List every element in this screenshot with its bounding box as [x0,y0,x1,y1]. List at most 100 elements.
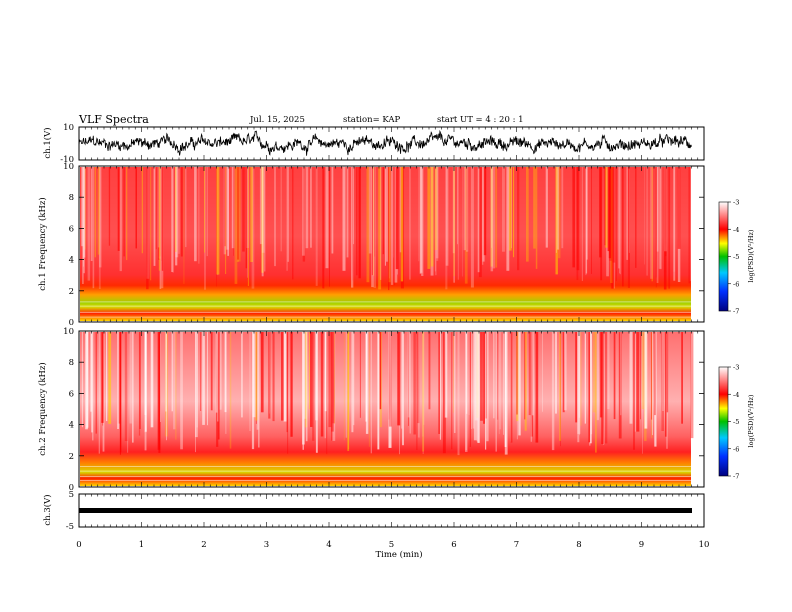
spectrogram-stripe [615,167,617,282]
spectrogram-stripe [586,167,588,260]
spectrogram-stripe [175,332,177,440]
spec-ytick-label: 8 [69,358,74,368]
spectrogram-stripe [665,332,667,437]
ch2-spec-ylabel: ch.2 Frequency (kHz) [37,362,48,455]
spectrogram-stripe [231,167,235,249]
spectrogram-stripe [633,332,635,450]
spectrogram-stripe [611,167,614,289]
spectrogram-stripe [124,332,128,441]
spectrogram-stripe [575,332,578,423]
spectrogram-stripe [216,332,219,447]
spectrogram-stripe [322,167,324,289]
spectrogram-stripe [473,332,477,441]
colorbar-ch1-label: log(PSD)(V²/Hz) [747,229,755,282]
spectrogram-stripe [217,332,220,440]
spectrogram-stripe [117,167,120,251]
spectrogram-stripe [490,167,493,267]
spectrogram-stripe [393,167,395,286]
spectrogram-stripe [513,167,515,258]
spectrogram-stripe [175,167,177,252]
spectrogram-line [80,316,691,318]
spectrogram-stripe [635,167,637,268]
spectrogram-stripe [681,332,683,424]
spectrogram-stripe [175,167,178,266]
spectrogram-line [80,305,691,307]
spec-ytick-label: 2 [69,452,74,462]
spectrogram-stripe [535,332,539,443]
spectrogram-stripe [407,332,410,418]
spectrogram-stripe [650,167,653,279]
colorbar-tick-label: -4 [733,226,739,234]
ch2-spectrogram-panel: 0 2 4 6 8 10 ch.2 Frequency (kHz) [37,327,705,493]
spectrogram-stripe [690,332,694,439]
spectrogram-stripe [483,167,487,256]
spectrogram-stripe [150,167,152,281]
spectrogram-stripe [126,167,128,261]
spectrogram-stripe [87,167,91,281]
spectrogram-stripe [607,332,610,410]
spectrogram-stripe [427,167,431,269]
x-tick-label: 7 [514,540,519,550]
spectrogram-stripe [470,167,474,288]
spectrogram-stripe [371,167,374,288]
spectrogram-stripe [453,167,455,277]
spectrogram-stripe [559,332,561,441]
spectrogram-stripe [436,167,439,261]
x-tick-label: 8 [576,540,581,550]
x-tick-label: 2 [201,540,206,550]
spectrogram-stripe [172,167,174,273]
spectrogram-stripe [457,167,458,245]
spectrogram-stripe [480,332,483,421]
spectrogram-stripe [245,167,248,269]
spectrogram-stripe [416,332,418,451]
spectrogram-stripe [408,332,409,426]
spectrogram-stripe [599,332,603,418]
spectrogram-stripe [604,332,608,444]
spectrogram-stripe [618,332,622,439]
x-tick-label: 10 [699,540,710,550]
colorbar-ch1-gradient [718,201,729,312]
spectrogram-stripe [555,167,557,253]
spectrogram-stripe [119,167,122,272]
spectrogram-stripe [258,332,260,448]
spec-ytick-label: 2 [69,287,74,297]
colorbar-tick-label: -3 [733,199,739,207]
spectrogram-stripe [83,167,84,267]
spectrogram-stripe [135,167,137,249]
spectrogram-stripe [237,167,241,262]
spectrogram-stripe [264,167,266,272]
spectrogram-stripe [418,332,420,438]
spectrogram-stripe [92,332,94,441]
spectrogram-stripe [157,332,161,450]
spectrogram-stripe [596,332,599,421]
spectrogram-stripe [561,167,564,249]
spectrogram-stripe [226,167,229,250]
spectrogram-stripe [388,167,390,279]
spectrogram-stripe [620,332,622,416]
spectrogram-stripe [495,167,498,268]
spectrogram-stripe [577,332,580,443]
spectrogram-stripe [612,167,616,263]
spectrogram-stripe [493,332,495,419]
spectrogram-stripe [504,332,508,455]
spectrogram-stripe [129,332,132,424]
spectrogram-stripe [146,167,150,279]
spectrogram-stripe [413,332,416,435]
spectrogram-stripe [250,167,253,262]
x-axis-label: Time (min) [375,549,422,560]
spectrogram-stripe [557,167,559,250]
spectrogram-stripe [99,167,102,268]
spectrogram-stripe [402,332,404,446]
spectrogram-stripe [353,167,354,245]
spectrogram-stripe [491,167,492,248]
spectrogram-stripe [249,332,251,431]
spectrogram-stripe [517,167,520,271]
colorbar-tick-label: -7 [733,473,739,481]
spectrogram-stripe [585,167,588,274]
spectrogram-stripe [468,332,470,415]
spectrogram-stripe [119,332,121,455]
spectrogram-stripe [216,167,220,275]
spectrogram-stripe [283,332,287,422]
spectrogram-stripe [626,167,628,260]
